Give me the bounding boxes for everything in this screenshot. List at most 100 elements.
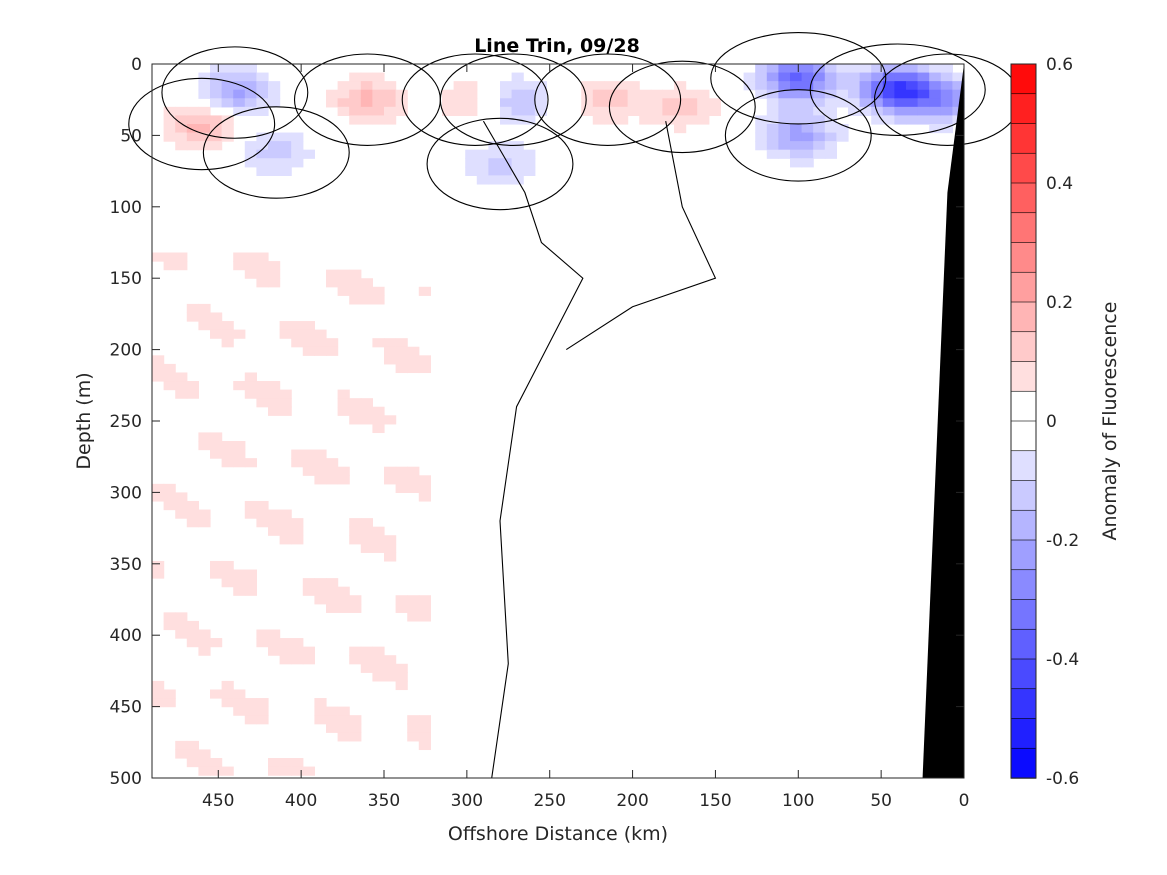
fill-cell: [302, 655, 315, 665]
fill-cell: [198, 132, 211, 142]
fill-cell: [256, 106, 269, 117]
fill-cell: [848, 81, 861, 91]
fill-cell: [291, 458, 304, 468]
fill-cell: [407, 466, 420, 476]
fill-cell: [384, 655, 397, 665]
fill-cell: [233, 689, 246, 699]
fill-cell: [836, 64, 849, 74]
fill-cell: [407, 346, 420, 356]
fill-cell: [256, 252, 269, 262]
fill-cell: [384, 543, 397, 553]
fill-cell: [279, 329, 292, 339]
fill-cell: [778, 115, 791, 125]
fill-cell: [244, 569, 257, 579]
fill-cell: [349, 526, 362, 536]
fill-cell: [337, 269, 350, 279]
colorbar-segment: [1010, 301, 1037, 333]
fill-cell: [778, 81, 791, 91]
fill-cell: [859, 81, 872, 91]
fill-cell: [766, 89, 779, 99]
fill-cell: [268, 381, 281, 391]
fill-cell: [268, 278, 281, 288]
fill-cell: [314, 346, 327, 356]
fill-cell: [256, 698, 269, 708]
fill-cell: [256, 89, 269, 99]
fill-cell: [500, 149, 513, 159]
fill-cell: [337, 706, 350, 716]
fill-cell: [581, 106, 594, 117]
fill-cell: [778, 89, 791, 99]
fill-cell: [349, 603, 362, 613]
fill-cell: [256, 638, 269, 648]
fill-cell: [755, 72, 768, 82]
fill-cell: [256, 141, 269, 151]
fill-cell: [766, 81, 779, 91]
fill-cell: [210, 440, 223, 451]
fill-cell: [233, 72, 246, 82]
fill-cell: [616, 89, 629, 99]
fill-cell: [801, 149, 814, 159]
colorbar: [1010, 63, 1037, 779]
fill-cell: [372, 81, 385, 91]
fill-cell: [523, 166, 536, 176]
fill-cell: [210, 638, 223, 648]
fill-cell: [418, 363, 431, 374]
fill-cell: [233, 89, 246, 99]
fill-cell: [349, 655, 362, 665]
fill-cell: [349, 715, 362, 725]
fill-cell: [407, 715, 420, 725]
fill-cell: [592, 89, 605, 99]
fill-cell: [198, 321, 211, 331]
fill-cell: [152, 492, 165, 502]
fill-cell: [848, 64, 861, 74]
fill-cell: [291, 638, 304, 648]
fill-cell: [221, 132, 234, 142]
fill-cell: [233, 449, 246, 459]
fill-cell: [337, 98, 350, 108]
fill-cell: [198, 123, 211, 134]
fill-cell: [813, 132, 826, 142]
fill-cell: [824, 72, 837, 82]
fill-cell: [256, 500, 269, 511]
fill-cell: [882, 72, 895, 82]
fill-cell: [233, 106, 246, 117]
fill-cell: [163, 115, 176, 125]
fill-cell: [268, 646, 281, 656]
fill-cell: [256, 706, 269, 716]
fill-cell: [349, 98, 362, 108]
fill-cell: [755, 123, 768, 134]
fill-cell: [372, 406, 385, 416]
y-tick-label: 300: [110, 483, 142, 503]
contour-line: [534, 53, 682, 146]
fill-cell: [476, 149, 489, 159]
fill-cell: [186, 749, 199, 759]
fill-cell: [813, 123, 826, 134]
fill-cell: [198, 303, 211, 314]
contour-line: [202, 106, 350, 199]
fill-cell: [360, 286, 373, 296]
y-tick-label: 100: [110, 198, 142, 218]
fill-cell: [349, 269, 362, 279]
fill-cell: [592, 81, 605, 91]
fill-cell: [384, 115, 397, 125]
colorbar-segment: [1010, 718, 1037, 749]
y-tick-label: 250: [110, 412, 142, 432]
fill-cell: [210, 141, 223, 151]
fill-cell: [511, 166, 524, 176]
fill-cell: [268, 89, 281, 99]
fill-cell: [395, 603, 408, 613]
fill-cell: [511, 89, 524, 99]
fill-cell: [256, 278, 269, 288]
fill-cell: [244, 586, 257, 596]
fill-cell: [279, 149, 292, 159]
fill-cell: [766, 123, 779, 134]
fill-cell: [291, 655, 304, 665]
fill-cell: [244, 269, 257, 279]
fill-cell: [198, 758, 211, 768]
fill-cell: [152, 689, 165, 699]
fill-cell: [801, 115, 814, 125]
fill-cell: [256, 132, 269, 142]
fill-cell: [360, 535, 373, 545]
fill-cell: [186, 141, 199, 151]
fill-cell: [302, 346, 315, 356]
